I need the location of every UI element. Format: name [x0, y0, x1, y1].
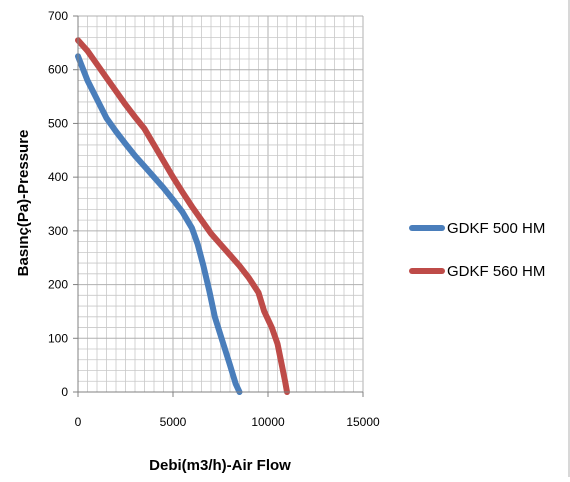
legend: GDKF 500 HM GDKF 560 HM [409, 220, 545, 280]
x-axis-title: Debi(m3/h)-Air Flow [149, 457, 291, 474]
y-tick-label: 400 [48, 170, 68, 184]
legend-label-1: GDKF 500 HM [447, 220, 545, 237]
x-tick-label: 5000 [160, 415, 187, 429]
legend-label-2: GDKF 560 HM [447, 263, 545, 280]
y-axis-title: Basınç(Pa)-Pressure [15, 130, 32, 277]
series-line-1 [75, 53, 243, 395]
axis-ticks: 0 100 200 300 400 500 600 700 0 5000 10000 15000 [48, 9, 380, 429]
x-tick-label: 15000 [346, 415, 380, 429]
y-tick-label: 0 [61, 385, 68, 399]
y-tick-label: 300 [48, 224, 68, 238]
x-tick-label: 10000 [251, 415, 285, 429]
y-tick-label: 100 [48, 331, 68, 345]
axes [77, 16, 363, 393]
x-tick-label: 0 [75, 415, 82, 429]
y-tick-label: 600 [48, 63, 68, 77]
series-line-2 [75, 37, 290, 395]
y-tick-label: 500 [48, 116, 68, 130]
series-lines [75, 37, 290, 395]
frame-edge [568, 0, 570, 477]
y-tick-label: 200 [48, 278, 68, 292]
y-tick-label: 700 [48, 9, 68, 23]
